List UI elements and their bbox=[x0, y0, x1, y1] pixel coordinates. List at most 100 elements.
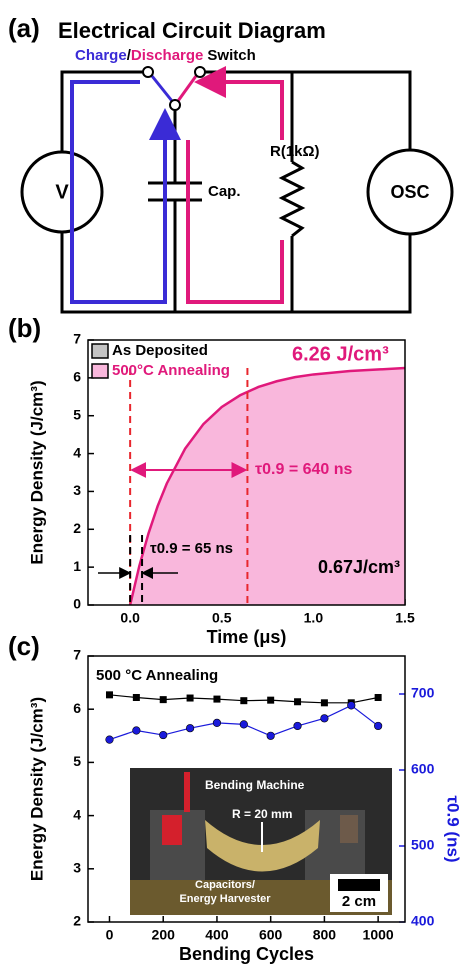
legend-label: As Deposited bbox=[112, 342, 208, 359]
capacitor-label: Cap. bbox=[208, 183, 241, 200]
panel-label: (c) bbox=[8, 631, 40, 661]
y2-tick-label: 700 bbox=[411, 685, 435, 701]
marker bbox=[213, 695, 221, 703]
marker bbox=[132, 693, 140, 701]
switch-lever bbox=[176, 75, 198, 102]
switch-terminal bbox=[194, 66, 206, 78]
marker bbox=[266, 731, 275, 740]
y2-tick-label: 400 bbox=[411, 913, 435, 929]
switch-terminal bbox=[142, 66, 154, 78]
marker bbox=[347, 701, 356, 710]
y2-tick-label: 600 bbox=[411, 761, 435, 777]
discharge-path bbox=[186, 140, 284, 304]
source-label: V bbox=[55, 181, 69, 203]
panel-label: (a) bbox=[8, 13, 40, 43]
y-tick-label: 2 bbox=[73, 913, 81, 929]
wire bbox=[60, 70, 412, 314]
x-tick-label: 600 bbox=[259, 927, 283, 943]
resistor bbox=[278, 160, 306, 238]
discharge-path bbox=[194, 66, 284, 140]
photo-knob bbox=[340, 815, 358, 843]
marker bbox=[159, 696, 167, 704]
scale-label: 2 cm bbox=[342, 893, 376, 910]
marker bbox=[212, 718, 222, 727]
marker bbox=[320, 714, 329, 723]
marker bbox=[186, 694, 194, 702]
marker bbox=[293, 721, 302, 731]
y-axis-label: Energy Density (J/cm³) bbox=[27, 380, 46, 564]
switch-lever bbox=[150, 75, 174, 102]
inset-photo: Bending Machine R = 20 mm Capacitors/Energ… bbox=[130, 768, 392, 915]
marker bbox=[320, 699, 328, 707]
legend-swatch bbox=[91, 363, 109, 379]
x-tick-label: 0.5 bbox=[212, 610, 232, 626]
x-axis-label: Bending Cycles bbox=[179, 944, 314, 964]
x-axis-label: Time (μs) bbox=[207, 627, 287, 647]
marker bbox=[240, 697, 248, 705]
slash: / bbox=[127, 47, 132, 64]
x-tick-label: 400 bbox=[205, 927, 229, 943]
area-fill bbox=[130, 368, 405, 605]
x-tick-label: 800 bbox=[313, 927, 337, 943]
x-tick-label: 1.5 bbox=[395, 610, 415, 626]
inset-label: Energy Harvester bbox=[179, 893, 271, 905]
switch-label: Charge/Discharge Switch bbox=[75, 47, 256, 64]
marker bbox=[159, 730, 168, 740]
marker bbox=[239, 720, 248, 729]
plot-frame bbox=[87, 655, 406, 923]
y-axis-label: Energy Density (J/cm³) bbox=[27, 697, 46, 881]
annotation: τ0.9 = 65 ns bbox=[150, 540, 233, 557]
y2-axis-label: τ0.9 (ns) bbox=[444, 795, 463, 862]
panel-label: (b) bbox=[8, 313, 41, 343]
diagram-title: Electrical Circuit Diagram bbox=[58, 18, 326, 43]
x-tick-label: 0 bbox=[106, 927, 114, 943]
y-tick-label: 4 bbox=[73, 806, 81, 822]
y-tick-label: 4 bbox=[73, 444, 81, 460]
switch-terminal bbox=[169, 99, 181, 111]
inset-label: R = 20 mm bbox=[232, 807, 292, 821]
y-tick-label: 2 bbox=[73, 520, 81, 536]
charge-path bbox=[70, 80, 181, 304]
marker bbox=[105, 691, 113, 699]
series-line bbox=[128, 366, 406, 606]
y-tick-label: 7 bbox=[73, 331, 81, 347]
annotation: 500 °C Annealing bbox=[96, 667, 218, 684]
marker bbox=[374, 721, 383, 731]
y-tick-label: 1 bbox=[73, 558, 81, 574]
legend-label: 500°C Annealing bbox=[112, 362, 230, 379]
photo-rod bbox=[184, 772, 190, 812]
y-tick-label: 3 bbox=[73, 482, 81, 498]
scope-label: OSC bbox=[390, 182, 429, 202]
charge-label: Charge bbox=[75, 47, 127, 64]
marker bbox=[267, 696, 275, 704]
discharge-label: Discharge bbox=[131, 47, 204, 64]
x-tick-label: 0.0 bbox=[120, 610, 140, 626]
annotation: 6.26 J/cm³ bbox=[292, 343, 389, 365]
y-tick-label: 6 bbox=[73, 369, 81, 385]
x-tick-label: 1000 bbox=[363, 927, 394, 943]
scope-circle bbox=[366, 148, 454, 236]
annotation: 0.67J/cm³ bbox=[318, 557, 400, 577]
circuit-diagram: (a) Electrical Circuit Diagram Charge/Di… bbox=[8, 13, 454, 314]
source-circle bbox=[20, 150, 104, 234]
inset-label: Capacitors/ bbox=[195, 879, 255, 891]
inset-label: Bending Machine bbox=[205, 778, 305, 792]
y-tick-label: 6 bbox=[73, 700, 81, 716]
marker bbox=[374, 693, 382, 701]
photo-knob bbox=[162, 815, 182, 845]
resistor-label: R(1kΩ) bbox=[270, 143, 320, 160]
y-tick-label: 0 bbox=[73, 596, 81, 612]
marker bbox=[132, 726, 141, 735]
annotation: τ0.9 = 640 ns bbox=[255, 461, 353, 478]
plot-frame bbox=[87, 339, 406, 606]
switch-word: Switch bbox=[207, 47, 255, 64]
y2-tick-label: 500 bbox=[411, 837, 435, 853]
y-tick-label: 5 bbox=[73, 406, 81, 422]
legend-swatch bbox=[91, 343, 109, 359]
y-tick-label: 3 bbox=[73, 860, 81, 876]
marker bbox=[105, 735, 114, 744]
y-tick-label: 5 bbox=[73, 753, 81, 769]
marker bbox=[294, 698, 302, 706]
x-tick-label: 1.0 bbox=[304, 610, 324, 626]
